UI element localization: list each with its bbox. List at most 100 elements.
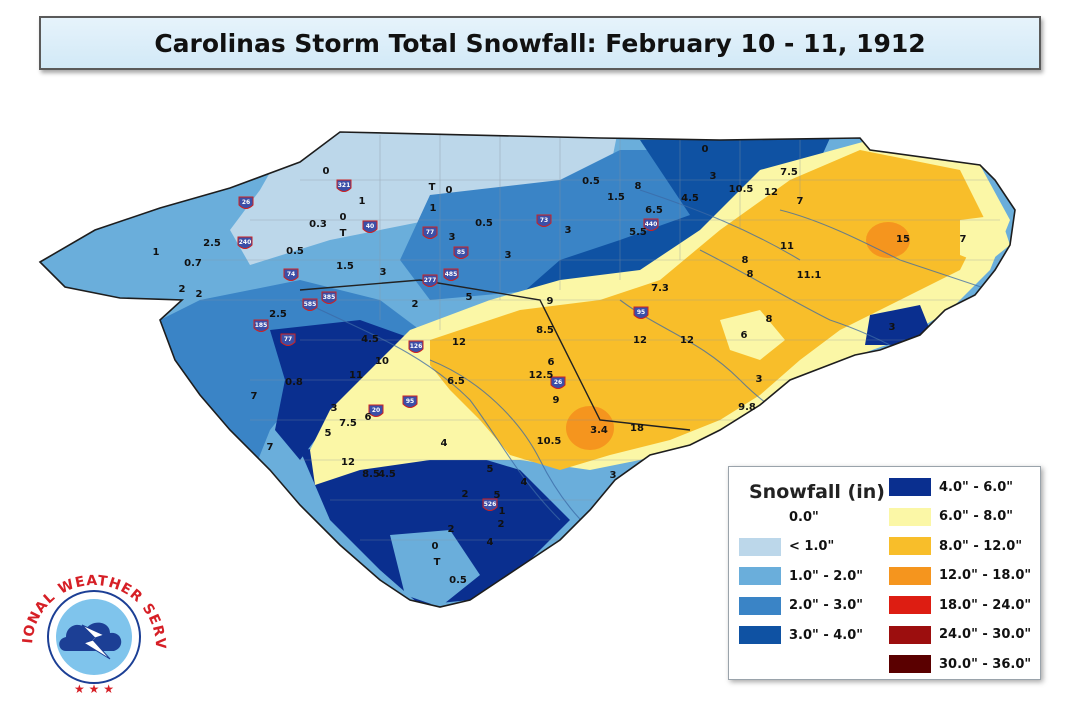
snowfall-observation: 3 [505,250,512,261]
snowfall-observation: 9 [553,395,560,406]
map-title: Carolinas Storm Total Snowfall: February… [154,28,926,58]
snowfall-observation: 5.5 [629,227,647,238]
snowfall-observation: 8.5 [536,325,554,336]
highway-label: 74 [287,271,295,278]
legend-swatch [739,508,781,526]
legend-label: 30.0" - 36.0" [939,656,1032,672]
highway-shield: 240 [237,236,253,249]
legend-label: 18.0" - 24.0" [939,597,1032,613]
legend-item: 8.0" - 12.0" [889,536,1022,556]
snowfall-observation: 7 [797,196,804,207]
snowfall-observation: 10.5 [537,436,562,447]
highway-label: 77 [426,229,434,236]
highway-shield: 277 [422,274,438,287]
highway-label: 526 [484,501,497,508]
snowfall-observation: 0 [432,541,439,552]
snowfall-observation: 4 [487,537,494,548]
snowfall-observation: 0.5 [475,218,493,229]
legend-item: 2.0" - 3.0" [739,596,863,616]
highway-label: 321 [338,182,351,189]
snowfall-observation: 1 [153,247,160,258]
legend-swatch [889,537,931,555]
snowfall-observation: 0.5 [286,246,304,257]
highway-label: 77 [284,336,292,343]
snowfall-observation: 11 [780,241,794,252]
snowfall-observation: 6.5 [447,376,465,387]
highway-shield: 126 [408,340,424,353]
snowfall-observation: 12 [633,335,647,346]
snowfall-observation: 1 [430,203,437,214]
highway-shield: 526 [482,498,498,511]
legend-label: < 1.0" [789,539,835,554]
legend-swatch [739,596,781,615]
highway-shield: 485 [443,268,459,281]
zone-4-6in-coast [865,305,930,345]
snowfall-observation: 5 [325,428,332,439]
zone-1-2in-coast [390,530,480,607]
snowfall-observation: 4.5 [378,469,396,480]
highway-label: 185 [255,322,268,329]
snowfall-observation: 12 [680,335,694,346]
highway-label: 585 [304,301,317,308]
snowfall-observation: 7 [251,391,258,402]
snowfall-observation: 7 [267,442,274,453]
legend-swatch [889,478,931,496]
highway-shield: 26 [238,196,254,209]
snowfall-observation: 15 [896,234,910,245]
legend-label: 2.0" - 3.0" [789,598,864,613]
legend-swatch [739,626,781,644]
snowfall-observation: 2 [179,284,186,295]
legend-swatch [739,537,781,556]
zone-lt-1in [230,132,620,265]
legend-label: 6.0" - 8.0" [939,509,1014,524]
snowfall-observation: 8 [766,314,773,325]
legend-label: 12.0" - 18.0" [939,568,1032,583]
snowfall-observation: 8 [635,181,642,192]
snowfall-observation: 0.7 [184,258,202,269]
snowfall-observation: 2 [462,489,469,500]
highway-label: 95 [637,309,645,316]
snowfall-observation: 1.5 [336,261,354,272]
snowfall-observation: 1 [359,196,366,207]
highway-shield: 73 [536,214,552,227]
highway-label: 126 [410,343,423,350]
snowfall-observation: 18 [630,423,644,434]
zone-6-8in-banks [960,215,1010,265]
snowfall-observation: 0.5 [582,176,600,187]
highway-label: 85 [457,249,465,256]
highway-label: 385 [323,294,336,301]
highway-shield: 185 [253,319,269,332]
legend-item: 30.0" - 36.0" [889,654,1031,674]
snowfall-observation: 3 [380,267,387,278]
snowfall-observation: 1.5 [607,192,625,203]
snowfall-observation: 8.5 [362,469,380,480]
legend-item: 4.0" - 6.0" [889,477,1013,497]
snowfall-observation: 4.5 [681,193,699,204]
snowfall-observation: 4 [521,477,528,488]
snowfall-observation: 5 [466,292,473,303]
carolinas-outline [38,131,1016,608]
highway-shields: 2632124074407785734402774859518558538577… [237,179,659,511]
snowfall-observation: 8 [742,255,749,266]
legend-swatch [739,567,781,585]
legend-swatch [889,655,931,673]
state-border [299,279,691,431]
legend-item: 0.0" [739,507,819,527]
snowfall-observation: 9 [547,296,554,307]
highway-label: 26 [554,379,562,386]
snowfall-observation: 6 [548,357,555,368]
snowfall-observation: 0.8 [285,377,303,388]
highway-shield: 321 [336,179,352,192]
cloud-icon [59,622,122,651]
snowfall-observation: 2 [412,299,419,310]
zone-12-18in-south [566,406,614,450]
snowfall-observation: 9.8 [738,402,756,413]
highway-shield: 95 [402,395,418,408]
legend-swatch [889,507,931,526]
legend-item: 3.0" - 4.0" [739,625,863,645]
snowfall-observation: 7 [960,234,967,245]
snowfall-observation: 11.1 [797,270,822,281]
highway-label: 240 [239,239,252,246]
legend-label: 0.0" [789,509,819,525]
snowfall-observation: 2.5 [203,238,221,249]
